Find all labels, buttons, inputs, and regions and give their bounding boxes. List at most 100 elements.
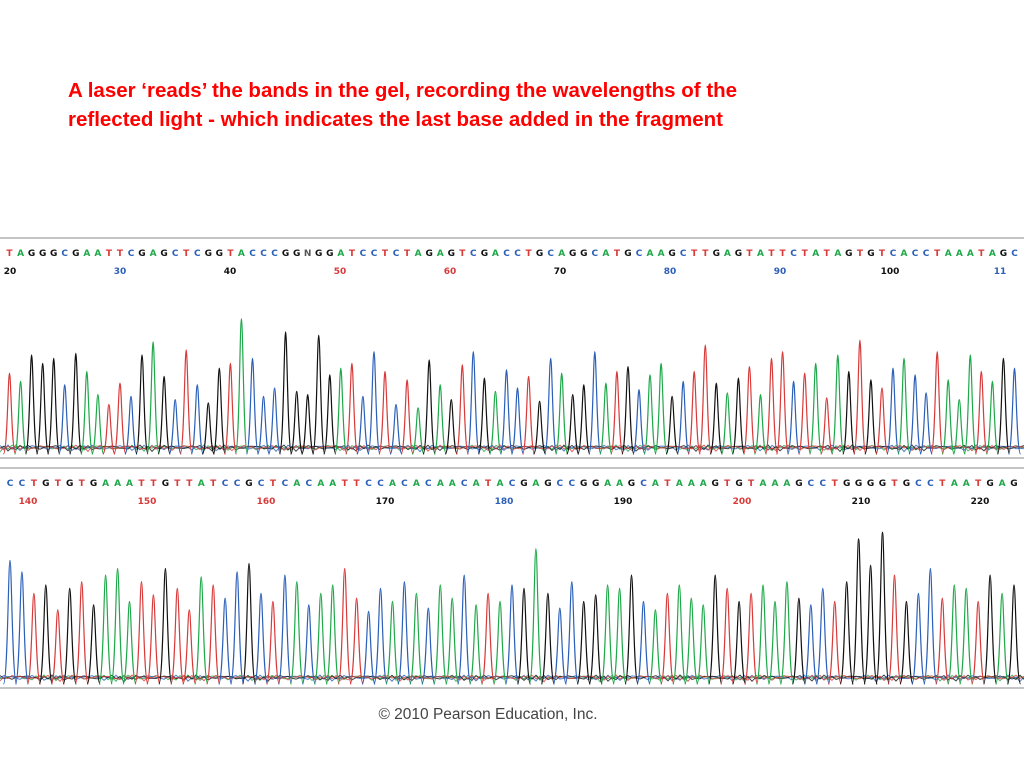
base-call-letter: A (558, 249, 565, 259)
base-call-letter: C (591, 249, 598, 259)
trace-peak (632, 388, 646, 455)
trace-peak (665, 395, 679, 455)
base-call-letter: T (614, 249, 621, 259)
base-call-letter: G (50, 249, 57, 259)
base-call-letter: T (702, 249, 709, 259)
base-call-letter: A (532, 479, 539, 489)
trace-peak (516, 587, 532, 685)
trace-peak (289, 581, 304, 685)
position-tick-label: 180 (495, 497, 514, 507)
base-call-letter: A (437, 249, 444, 259)
base-call-letter: C (19, 479, 26, 489)
trace-peak (831, 354, 845, 455)
trace-peak (648, 609, 663, 685)
base-call-letter: G (66, 479, 73, 489)
trace-peak (742, 365, 757, 455)
trace-peak (2, 559, 18, 685)
trace-peak (698, 344, 712, 455)
position-tick-label: 11 (994, 267, 1007, 277)
trace-peak (842, 370, 856, 455)
base-call-letter: A (317, 479, 324, 489)
trace-peak (113, 382, 127, 455)
base-call-letter: G (205, 249, 212, 259)
trace-peak (422, 359, 436, 455)
base-call-letter: A (473, 479, 480, 489)
base-call-letter: N (304, 249, 312, 259)
trace-peak (743, 592, 759, 685)
base-call-letter: T (342, 479, 349, 489)
base-call-letter: T (780, 249, 787, 259)
position-tick-label: 170 (376, 497, 395, 507)
trace-peak (86, 604, 101, 685)
base-call-letter: G (39, 249, 46, 259)
base-call-letter: C (912, 249, 919, 259)
base-call-letter: G (282, 249, 289, 259)
base-call-letter: T (526, 249, 533, 259)
trace-peak (313, 592, 328, 685)
base-call-letter: C (547, 249, 554, 259)
base-call-letter: C (819, 479, 826, 489)
base-call-letter: A (238, 249, 245, 259)
trace-peak (234, 318, 249, 455)
trace-peak (767, 600, 783, 685)
base-call-letter: G (580, 249, 587, 259)
trace-peak (528, 548, 544, 685)
base-call-letter: T (174, 479, 181, 489)
trace-peak (400, 379, 414, 455)
trace-peak (265, 600, 281, 685)
trace-peak (367, 351, 381, 455)
base-call-letter: A (114, 479, 121, 489)
trace-peak (510, 387, 525, 455)
base-call-letter: C (194, 249, 201, 259)
trace-peak (245, 357, 260, 455)
trace-peak (146, 341, 160, 455)
base-call-letter: C (927, 479, 934, 489)
trace-peak (492, 600, 508, 685)
base-call-letter: A (150, 249, 157, 259)
trace-peak (337, 567, 352, 685)
trace-peak (853, 339, 867, 455)
base-call-letter: A (956, 249, 963, 259)
base-call-letter: G (668, 249, 675, 259)
base-call-letter: T (354, 479, 361, 489)
trace-peak (212, 367, 226, 455)
trace-peak (241, 562, 257, 685)
base-call-letter: T (6, 249, 13, 259)
base-call-letter: C (425, 479, 432, 489)
base-call-letter: C (640, 479, 647, 489)
trace-peak (409, 592, 424, 685)
base-call-letter: C (636, 249, 643, 259)
base-call-letter: G (712, 479, 719, 489)
trace-peak (14, 571, 30, 685)
position-tick-label: 140 (19, 497, 38, 507)
base-call-letter: G (735, 249, 742, 259)
position-tick-label: 60 (444, 267, 457, 277)
base-call-letter: A (724, 249, 731, 259)
base-call-letter: G (216, 249, 223, 259)
trace-peak (947, 584, 962, 685)
copyright-notice: © 2010 Pearson Education, Inc. (378, 706, 598, 723)
trace-peak (985, 380, 1000, 455)
base-call-letter: C (61, 249, 68, 259)
base-call-letter: A (616, 479, 623, 489)
trace-peak (301, 393, 315, 455)
trace-peak (179, 349, 193, 455)
base-call-letter: T (485, 479, 492, 489)
trace-peak (791, 597, 806, 685)
trace-peak (643, 374, 657, 455)
trace-peak (566, 393, 580, 455)
trace-peak (36, 362, 50, 455)
trace-peak (577, 384, 591, 455)
base-call-letter: T (748, 479, 755, 489)
base-call-letter: C (7, 479, 14, 489)
base-call-letter: A (834, 249, 841, 259)
trace-peak (122, 600, 137, 685)
base-call-letter: C (556, 479, 563, 489)
base-call-letter: G (624, 249, 631, 259)
trace-peak (809, 362, 823, 455)
trace-peak (290, 390, 304, 455)
base-call-letter: A (658, 249, 665, 259)
base-call-letter: A (647, 249, 654, 259)
trace-peak (135, 354, 149, 455)
